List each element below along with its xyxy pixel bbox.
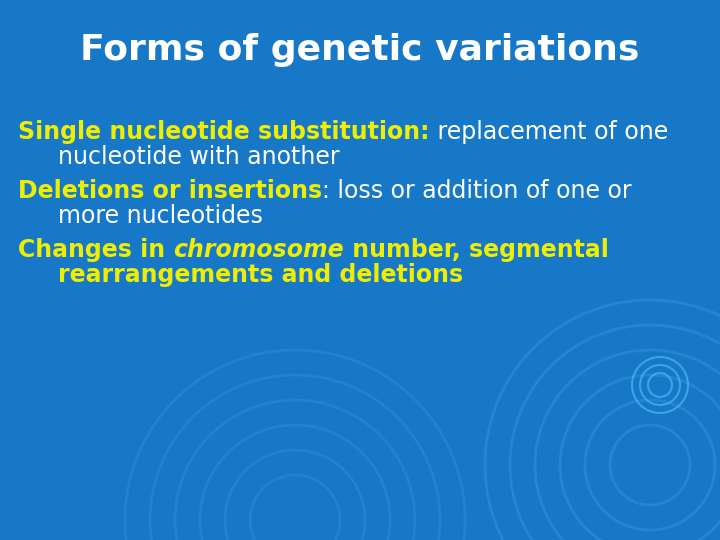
Text: nucleotide with another: nucleotide with another xyxy=(58,145,340,169)
Text: replacement of one: replacement of one xyxy=(430,120,667,144)
Text: Deletions or insertions: Deletions or insertions xyxy=(18,179,322,203)
Text: Changes in: Changes in xyxy=(18,238,174,261)
Text: chromosome: chromosome xyxy=(174,238,344,261)
Text: number, segmental: number, segmental xyxy=(344,238,609,261)
Text: Single nucleotide substitution:: Single nucleotide substitution: xyxy=(18,120,430,144)
Text: more nucleotides: more nucleotides xyxy=(58,204,263,228)
Text: rearrangements and deletions: rearrangements and deletions xyxy=(58,263,463,287)
Text: : loss or addition of one or: : loss or addition of one or xyxy=(322,179,631,203)
Text: Forms of genetic variations: Forms of genetic variations xyxy=(81,33,639,67)
